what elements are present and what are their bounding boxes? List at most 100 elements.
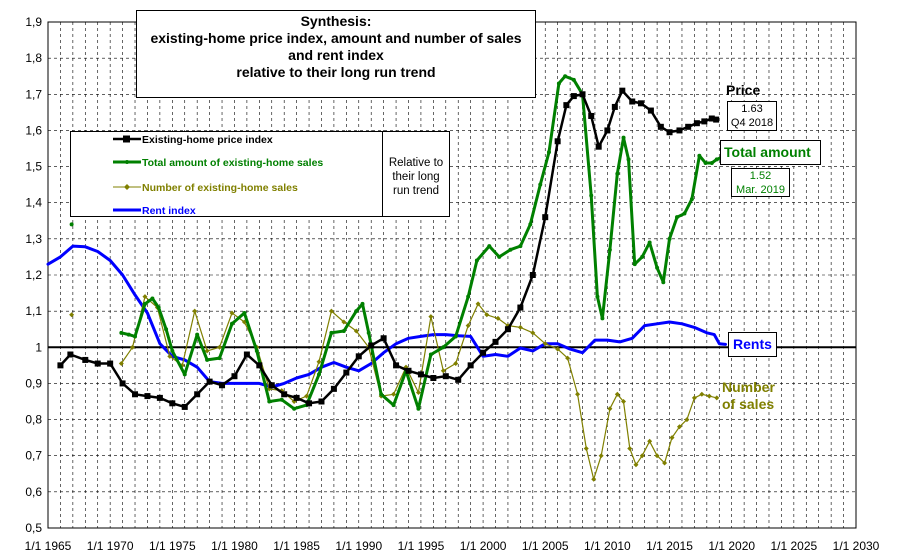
y-tick-label: 0,9: [25, 376, 42, 390]
legend: Existing-home price index Total amount o…: [70, 131, 383, 217]
point-total-amount: [267, 399, 272, 404]
point-number-of-sales: [475, 301, 481, 307]
point-number-of-sales: [669, 435, 675, 441]
point-price: [281, 391, 288, 398]
price-annotation-value-box: 1.63 Q4 2018: [727, 101, 777, 131]
x-tick-label: 1/1 2000: [460, 539, 507, 553]
point-price: [206, 378, 213, 385]
y-tick-label: 1,6: [25, 123, 42, 137]
point-number-of-sales: [118, 361, 124, 367]
point-number-of-sales: [204, 348, 210, 354]
point-number-of-sales: [304, 393, 310, 399]
point-total-amount: [667, 236, 672, 241]
x-tick-label: 1/1 1985: [273, 539, 320, 553]
point-number-of-sales: [633, 462, 639, 468]
point-price: [554, 138, 561, 145]
point-total-amount: [453, 334, 458, 339]
point-total-amount: [142, 301, 147, 306]
total-amount-annotation-value-box: 1.52 Mar. 2019: [731, 168, 790, 197]
point-price: [430, 375, 437, 382]
point-number-of-sales: [217, 344, 223, 350]
point-price: [455, 376, 462, 383]
legend-label-price: Existing-home price index: [142, 134, 273, 146]
point-price: [355, 353, 362, 360]
point-number-of-sales: [415, 389, 421, 395]
point-total-amount: [632, 262, 637, 267]
point-number-of-sales: [607, 406, 613, 412]
point-number-of-sales: [530, 330, 536, 336]
point-price: [492, 338, 499, 345]
point-total-amount: [528, 222, 533, 227]
point-number-of-sales: [627, 445, 633, 451]
point-total-amount: [254, 348, 259, 353]
point-price: [405, 367, 412, 374]
point-number-of-sales: [691, 395, 697, 401]
rents-annotation-box: Rents: [728, 332, 777, 357]
y-tick-label: 1,3: [25, 232, 42, 246]
y-tick-label: 0,6: [25, 485, 42, 499]
point-price: [647, 107, 654, 114]
point-total-amount: [538, 182, 543, 187]
price-annotation-value: 1.63: [741, 103, 763, 115]
x-tick-label: 1/1 2010: [584, 539, 631, 553]
point-total-amount: [379, 392, 384, 397]
point-price: [169, 400, 176, 407]
point-total-amount: [589, 193, 594, 198]
point-price: [542, 214, 549, 221]
point-price: [417, 371, 424, 378]
series-line-number-of-sales: [120, 296, 718, 480]
point-total-amount: [69, 222, 74, 227]
point-price: [293, 394, 300, 401]
x-tick-label: 1/1 1975: [149, 539, 196, 553]
point-number-of-sales: [453, 361, 459, 367]
point-total-amount: [556, 81, 561, 86]
point-number-of-sales: [229, 310, 235, 316]
point-number-of-sales: [621, 399, 627, 404]
legend-swatch-number-of-sales: [113, 184, 141, 190]
chart-title-line-3: and rent index: [288, 47, 384, 63]
point-total-amount: [474, 258, 479, 263]
point-total-amount: [416, 406, 421, 411]
point-price: [629, 98, 636, 105]
point-price: [219, 382, 226, 389]
point-total-amount: [595, 294, 600, 299]
point-price: [685, 123, 692, 130]
point-price: [579, 91, 586, 98]
point-number-of-sales: [542, 341, 548, 347]
point-total-amount: [133, 334, 138, 339]
point-price: [343, 369, 350, 376]
legend-label-rent: Rent index: [142, 205, 196, 217]
point-number-of-sales: [555, 346, 561, 352]
point-price: [119, 380, 126, 387]
point-total-amount: [329, 330, 334, 335]
point-total-amount: [714, 157, 719, 162]
x-tick-label: 1/1 2030: [833, 539, 880, 553]
price-annotation-date: Q4 2018: [730, 117, 774, 129]
point-number-of-sales: [328, 308, 334, 314]
legend-swatch-price: [113, 135, 141, 143]
point-number-of-sales: [598, 453, 604, 459]
point-price: [442, 373, 449, 380]
point-price: [517, 304, 524, 311]
point-price: [666, 129, 673, 136]
y-tick-label: 1,9: [25, 15, 42, 29]
point-total-amount: [466, 294, 471, 299]
point-number-of-sales: [495, 315, 501, 321]
x-tick-label: 1/1 2005: [522, 539, 569, 553]
point-number-of-sales: [353, 328, 359, 334]
total-amount-annotation-date: Mar. 2019: [736, 184, 785, 196]
point-total-amount: [182, 372, 187, 377]
point-price: [194, 391, 201, 398]
point-number-of-sales: [714, 395, 720, 401]
point-price: [713, 116, 720, 123]
point-price: [611, 103, 618, 110]
legend-item-total-amount: Total amount of existing-home sales: [71, 155, 382, 173]
x-tick-label: 1/1 1995: [398, 539, 445, 553]
point-total-amount: [119, 330, 124, 335]
point-price: [243, 351, 250, 358]
gridlines: [48, 22, 856, 528]
point-total-amount: [205, 357, 210, 362]
point-total-amount: [428, 352, 433, 357]
y-tick-label: 1,2: [25, 268, 42, 282]
chart-title-box: Synthesis: existing-home price index, am…: [136, 10, 536, 98]
